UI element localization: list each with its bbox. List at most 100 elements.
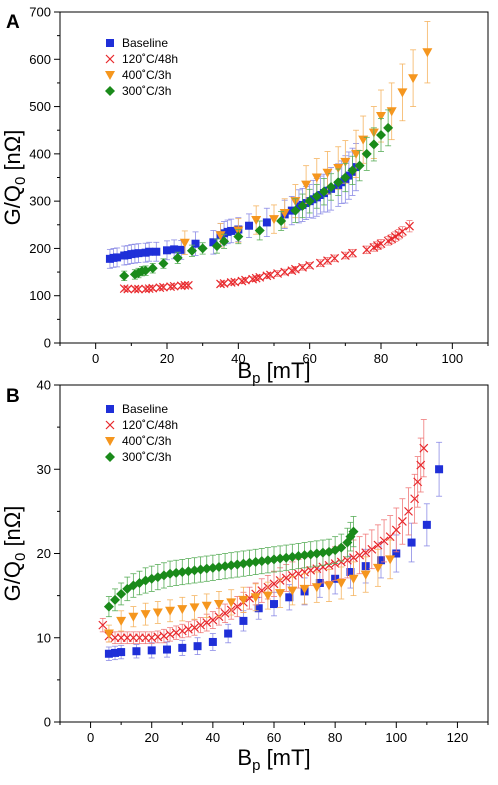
data-point: [226, 560, 237, 571]
x-stroke: [330, 253, 340, 263]
x-stroke: [373, 540, 383, 550]
data-point: [119, 270, 130, 281]
data-point: [355, 550, 365, 560]
x-stroke: [159, 631, 169, 641]
data-point: [179, 238, 190, 248]
data-point: [404, 506, 413, 516]
data-point: [255, 272, 265, 282]
y-axis-label-main: G/Q: [0, 185, 25, 225]
data-point: [262, 218, 271, 227]
data-point: [324, 581, 335, 591]
plot-area: [105, 21, 433, 294]
data-point: [196, 620, 206, 630]
data-point: [330, 253, 340, 263]
x-stroke: [148, 283, 158, 293]
y-axis-label: G/Q0 [nΩ]: [0, 130, 29, 226]
data-point: [300, 567, 309, 577]
x-axis-label-sub: p: [252, 757, 260, 774]
data-point: [269, 579, 279, 589]
data-point: [397, 88, 408, 98]
x-stroke: [306, 565, 316, 575]
y-tick-label: 200: [29, 241, 51, 256]
data-point: [238, 595, 249, 605]
x-stroke: [257, 586, 267, 595]
x-stroke: [362, 245, 372, 255]
data-point: [376, 239, 386, 249]
legend-marker: [106, 405, 114, 413]
x-tick-label: 100: [441, 351, 463, 366]
x-stroke: [255, 272, 265, 282]
data-point: [419, 443, 429, 453]
x-stroke: [269, 579, 279, 589]
data-point: [208, 615, 218, 625]
data-point: [299, 550, 310, 561]
data-point: [397, 226, 407, 236]
series-diamond: [119, 109, 394, 281]
x-stroke: [123, 284, 133, 294]
x-stroke: [183, 280, 193, 290]
data-point: [145, 247, 154, 256]
x-tick-label: 40: [206, 730, 220, 745]
data-point: [172, 252, 183, 263]
data-point: [281, 552, 292, 563]
data-point: [177, 626, 187, 636]
data-point: [410, 494, 420, 504]
data-point: [298, 262, 307, 272]
data-point: [166, 282, 175, 292]
data-point: [290, 264, 300, 274]
y-tick-label: 0: [44, 336, 51, 351]
data-point: [155, 283, 165, 293]
data-point: [220, 608, 230, 618]
data-point: [170, 245, 179, 254]
x-stroke: [134, 284, 143, 294]
legend-label: Baseline: [122, 402, 168, 416]
data-point: [349, 553, 358, 563]
x-axis-label: Bp [mT]: [237, 745, 310, 774]
legend-label: 120˚C/48h: [122, 52, 178, 66]
data-point: [141, 284, 151, 294]
data-point: [336, 557, 346, 567]
x-stroke: [324, 560, 334, 570]
data-point: [207, 562, 218, 573]
data-point: [219, 278, 229, 288]
data-point: [98, 620, 108, 630]
data-point: [158, 258, 169, 269]
data-point: [379, 536, 389, 546]
x-axis-label-unit: [mT]: [260, 358, 310, 383]
x-stroke: [298, 262, 307, 272]
data-point: [180, 280, 190, 290]
data-point: [256, 556, 267, 567]
data-point: [315, 258, 325, 268]
data-point: [348, 574, 359, 584]
x-tick-label: 20: [160, 351, 174, 366]
x-stroke: [287, 570, 297, 580]
data-point: [178, 643, 187, 652]
legend-marker: [105, 420, 115, 430]
x-stroke: [230, 277, 240, 287]
data-point: [189, 603, 200, 613]
data-point: [140, 610, 151, 620]
x-stroke: [410, 494, 420, 504]
data-point: [224, 629, 233, 638]
data-point: [215, 231, 226, 241]
data-point: [159, 282, 168, 292]
panel-a: A 0 20 40 60 80 100 0 100 200 300 400 500 600 700 Bp [m…: [0, 5, 489, 387]
data-point: [273, 269, 282, 278]
y-tick-label: 400: [29, 146, 51, 161]
legend-label: 400˚C/3h: [122, 68, 171, 82]
legend-label: 300˚C/3h: [122, 450, 171, 464]
x-stroke: [155, 283, 165, 293]
data-point: [123, 284, 133, 294]
x-stroke: [169, 281, 179, 291]
panel-letter: B: [6, 386, 20, 407]
data-point: [250, 556, 261, 567]
data-point: [239, 616, 248, 625]
data-point: [422, 48, 433, 58]
x-axis-label-main: B: [237, 358, 252, 383]
data-point: [361, 148, 372, 159]
y-tick-label: 0: [44, 715, 51, 730]
data-point: [165, 606, 176, 616]
data-point: [293, 551, 304, 562]
